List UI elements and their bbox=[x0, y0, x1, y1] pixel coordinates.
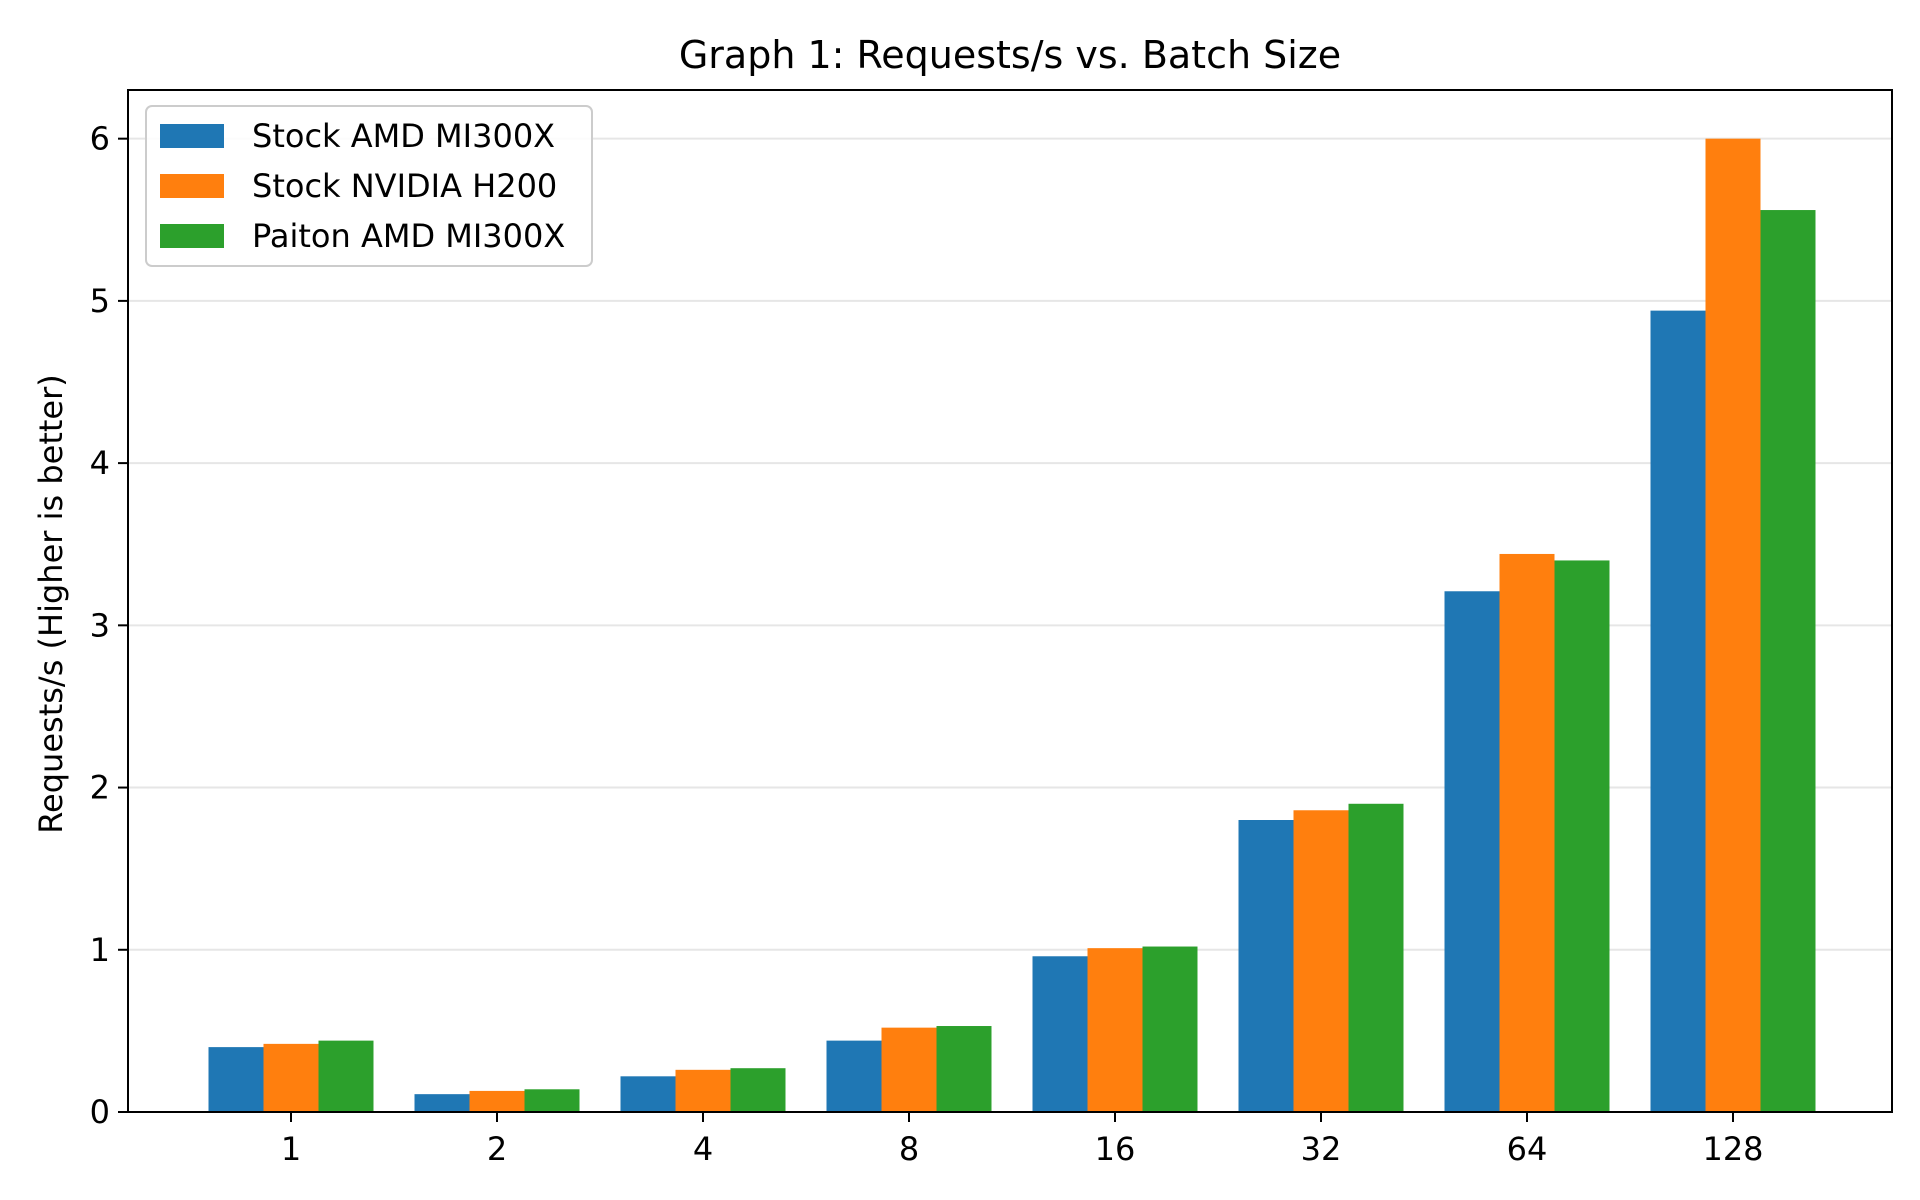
legend-swatch-paiton-amd bbox=[160, 224, 224, 248]
bar-stock-amd-64 bbox=[1444, 591, 1500, 1112]
bar-stock-nvidia-64 bbox=[1499, 553, 1555, 1112]
legend-box bbox=[145, 105, 593, 267]
y-tick-label-6: 6 bbox=[90, 120, 110, 158]
bar-paiton-amd-16 bbox=[1142, 946, 1198, 1112]
bar-stock-nvidia-128 bbox=[1705, 138, 1761, 1112]
bars bbox=[208, 138, 1816, 1113]
legend-swatch-stock-amd bbox=[160, 124, 224, 148]
bar-stock-nvidia-8 bbox=[881, 1027, 937, 1112]
bar-paiton-amd-4 bbox=[730, 1068, 786, 1112]
ticks: 0 1 2 3 4 5 6 1 2 4 8 16 32 64 128 bbox=[90, 120, 1764, 1168]
bar-stock-nvidia-16 bbox=[1087, 948, 1143, 1112]
legend-label-stock-nvidia: Stock NVIDIA H200 bbox=[252, 167, 557, 205]
bar-stock-amd-1 bbox=[208, 1047, 264, 1112]
legend-label-stock-amd: Stock AMD MI300X bbox=[252, 117, 555, 155]
bar-stock-amd-2 bbox=[414, 1094, 470, 1112]
x-tick-label-16: 16 bbox=[1095, 1130, 1136, 1168]
y-tick-label-2: 2 bbox=[90, 769, 110, 807]
y-tick-label-1: 1 bbox=[90, 931, 110, 969]
y-tick-label-4: 4 bbox=[90, 444, 110, 482]
x-tick-label-32: 32 bbox=[1301, 1130, 1342, 1168]
bar-stock-amd-16 bbox=[1032, 956, 1088, 1112]
bar-stock-nvidia-1 bbox=[263, 1043, 319, 1112]
bar-stock-amd-4 bbox=[620, 1076, 676, 1112]
y-tick-label-5: 5 bbox=[90, 282, 110, 320]
bar-stock-nvidia-32 bbox=[1293, 810, 1349, 1112]
bar-paiton-amd-64 bbox=[1554, 560, 1610, 1112]
x-tick-label-4: 4 bbox=[693, 1130, 713, 1168]
bar-stock-nvidia-4 bbox=[675, 1069, 731, 1112]
bar-stock-amd-8 bbox=[826, 1040, 882, 1112]
x-tick-label-64: 64 bbox=[1507, 1130, 1548, 1168]
bar-paiton-amd-8 bbox=[936, 1026, 992, 1112]
legend-swatch-stock-nvidia bbox=[160, 174, 224, 198]
y-tick-label-3: 3 bbox=[90, 606, 110, 644]
bar-stock-amd-32 bbox=[1238, 820, 1294, 1112]
chart-title: Graph 1: Requests/s vs. Batch Size bbox=[679, 33, 1341, 77]
bar-paiton-amd-32 bbox=[1348, 803, 1404, 1112]
bar-paiton-amd-1 bbox=[318, 1040, 374, 1112]
y-axis-label: Requests/s (Higher is better) bbox=[32, 374, 70, 833]
plot-frame bbox=[127, 89, 1893, 1113]
x-tick-label-128: 128 bbox=[1702, 1130, 1763, 1168]
y-tick-label-0: 0 bbox=[90, 1093, 110, 1131]
legend: Stock AMD MI300X Stock NVIDIA H200 Paito… bbox=[145, 105, 593, 267]
x-tick-label-2: 2 bbox=[487, 1130, 507, 1168]
legend-label-paiton-amd: Paiton AMD MI300X bbox=[252, 217, 565, 255]
x-tick-label-8: 8 bbox=[899, 1130, 919, 1168]
x-tick-label-1: 1 bbox=[281, 1130, 301, 1168]
bar-stock-amd-128 bbox=[1650, 310, 1706, 1113]
bar-paiton-amd-2 bbox=[524, 1089, 580, 1112]
bar-stock-nvidia-2 bbox=[469, 1090, 525, 1112]
bar-paiton-amd-128 bbox=[1760, 210, 1816, 1113]
